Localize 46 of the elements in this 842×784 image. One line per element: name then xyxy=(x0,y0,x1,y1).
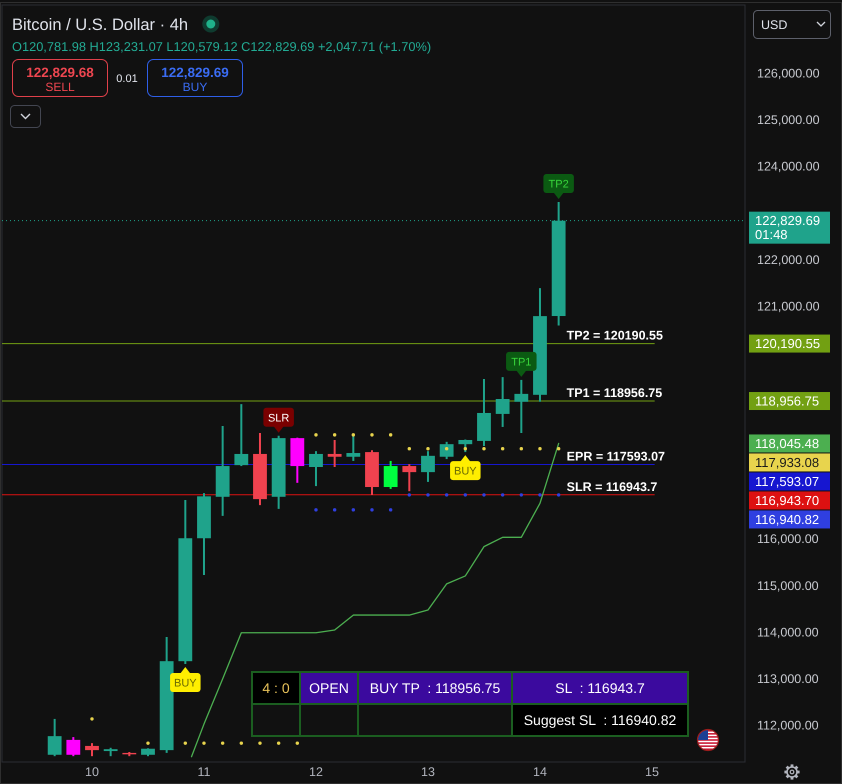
text: 118,045.48 xyxy=(755,436,820,451)
text: 120,190.55 xyxy=(755,336,820,352)
x-tick-label: 13 xyxy=(421,765,435,779)
annotation: BUY xyxy=(182,80,208,94)
y-tick-label: 125,000.00 xyxy=(757,113,820,128)
x-tick-label: 11 xyxy=(197,765,211,779)
annotation: 4 : 0 xyxy=(262,680,290,696)
y-tick-label: 115,000.00 xyxy=(757,578,819,593)
text: 116,940.82 xyxy=(755,512,820,527)
annotation: BUY xyxy=(454,466,478,478)
y-tick-label: 113,000.00 xyxy=(757,672,819,686)
ref-line-label: SLR = 116943.7 xyxy=(566,480,658,494)
y-tick-label: 124,000.00 xyxy=(757,160,820,174)
annotation: TP1 xyxy=(511,356,532,368)
annotation: TP2 xyxy=(548,178,569,190)
text: 118,956.75 xyxy=(755,394,820,409)
annotation: SLR xyxy=(268,412,290,424)
y-tick-label: 126,000.00 xyxy=(757,66,820,81)
annotation: 122,829.69 xyxy=(161,65,229,80)
annotation: 0.01 xyxy=(116,73,138,85)
y-tick-label: 116,000.00 xyxy=(757,532,819,546)
x-tick-label: 12 xyxy=(309,765,323,779)
text: 122,829.69 01:48 xyxy=(755,213,820,242)
ref-line-label: EPR = 117593.07 xyxy=(566,450,666,464)
x-tick-label: 14 xyxy=(533,765,547,779)
y-tick-label: 112,000.00 xyxy=(757,718,819,732)
text: USD xyxy=(761,18,788,32)
text: 117,593.07 xyxy=(755,474,820,489)
annotation: SELL xyxy=(45,80,75,94)
x-tick-label: 10 xyxy=(85,765,99,779)
annotation: 122,829.68 xyxy=(26,65,94,80)
ref-line-label: TP2 = 120190.55 xyxy=(566,328,663,343)
annotation: BUY xyxy=(174,677,198,690)
y-tick-label: 114,000.00 xyxy=(757,625,819,640)
annotation: OPEN xyxy=(309,680,349,696)
annotation: Suggest SL : 116940.82 xyxy=(524,712,676,728)
annotation: SL : 116943.7 xyxy=(555,680,645,696)
y-tick-label: 121,000.00 xyxy=(757,299,820,314)
text: 117,933.08 xyxy=(755,454,820,470)
annotation: BUY TP : 118956.75 xyxy=(370,680,500,696)
text: Bitcoin / U.S. Dollar · 4h xyxy=(12,16,188,34)
y-tick-label: 122,000.00 xyxy=(757,252,820,267)
ref-line-label: TP1 = 118956.75 xyxy=(566,386,662,400)
text: 116,943.70 xyxy=(755,492,820,508)
x-tick-label: 15 xyxy=(645,765,659,779)
text: O120,781.98 H123,231.07 L120,579.12 C122,829.69 +2,047.71 (+1.70%) xyxy=(12,39,432,54)
